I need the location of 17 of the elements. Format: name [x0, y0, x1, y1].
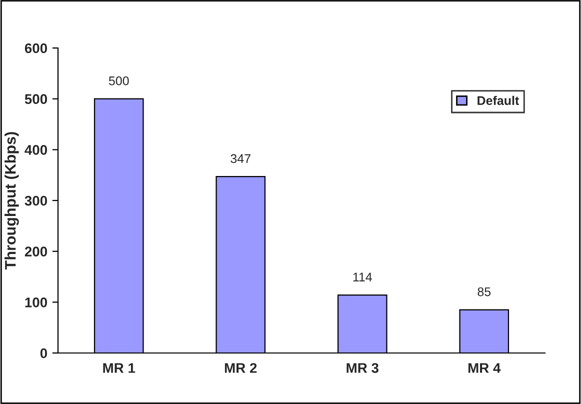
- y-axis-title: Throughput (Kbps): [4, 132, 19, 270]
- x-tick-label: MR 1: [103, 363, 136, 373]
- y-tick-label: 400: [24, 145, 48, 155]
- data-label: 114: [353, 272, 372, 282]
- data-label: 85: [478, 287, 491, 296]
- data-label: 500: [108, 76, 129, 86]
- y-tick-label: 100: [25, 298, 48, 308]
- y-tick-label: 500: [24, 94, 48, 104]
- x-tick-label: MR 3: [346, 363, 378, 373]
- y-tick-label: 600: [24, 43, 48, 54]
- y-tick-label: 200: [24, 246, 48, 257]
- y-tick-label: 300: [24, 196, 48, 206]
- data-label: 347: [230, 154, 250, 164]
- x-tick-label: MR 2: [224, 363, 257, 373]
- y-tick-label: 0: [40, 348, 48, 358]
- x-tick-label: MR 4: [468, 363, 501, 373]
- legend-label: Default: [478, 96, 519, 106]
